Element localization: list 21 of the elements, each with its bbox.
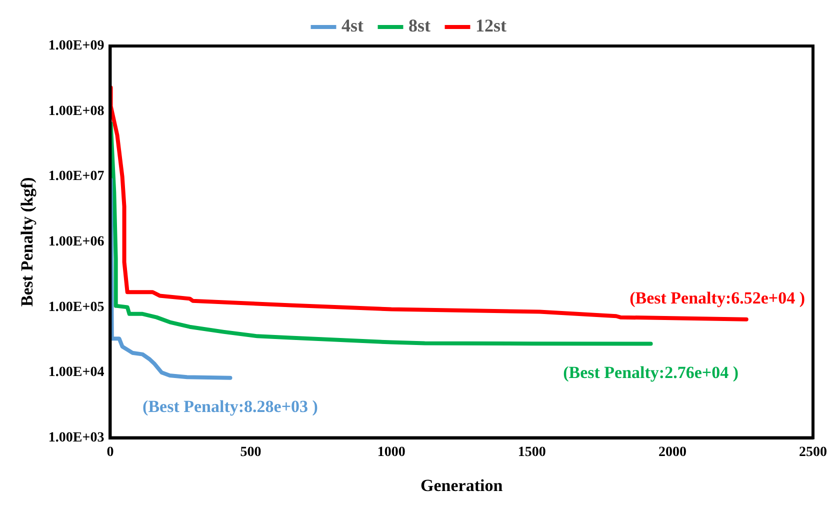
x-axis-title: Generation: [420, 476, 504, 496]
x-tick-label: 500: [240, 444, 262, 460]
x-tick-label: 1000: [377, 444, 406, 460]
y-tick-label: 1.00E+07: [48, 169, 104, 184]
annotation: (Best Penalty:6.52e+04 ): [630, 288, 806, 308]
y-axis-title: Best Penalty (kgf): [18, 177, 37, 307]
y-tick-label: 1.00E+03: [48, 430, 104, 446]
y-tick-label: 1.00E+05: [48, 300, 104, 315]
legend-label: 4st: [342, 16, 364, 36]
y-tick-label: 1.00E+06: [48, 234, 104, 250]
x-tick-label: 0: [106, 444, 114, 460]
annotation: (Best Penalty:8.28e+03 ): [142, 397, 318, 416]
y-tick-label: 1.00E+09: [48, 38, 104, 54]
x-tick-label: 1500: [518, 444, 546, 460]
legend-label: 8st: [408, 16, 431, 36]
y-tick-label: 1.00E+04: [48, 365, 104, 380]
x-tick-label: 2500: [799, 444, 827, 460]
legend-label: 12st: [476, 16, 507, 36]
y-tick-label: 1.00E+08: [48, 104, 104, 119]
annotation: (Best Penalty:2.76e+04 ): [563, 363, 738, 382]
x-tick-label: 2000: [658, 444, 686, 460]
